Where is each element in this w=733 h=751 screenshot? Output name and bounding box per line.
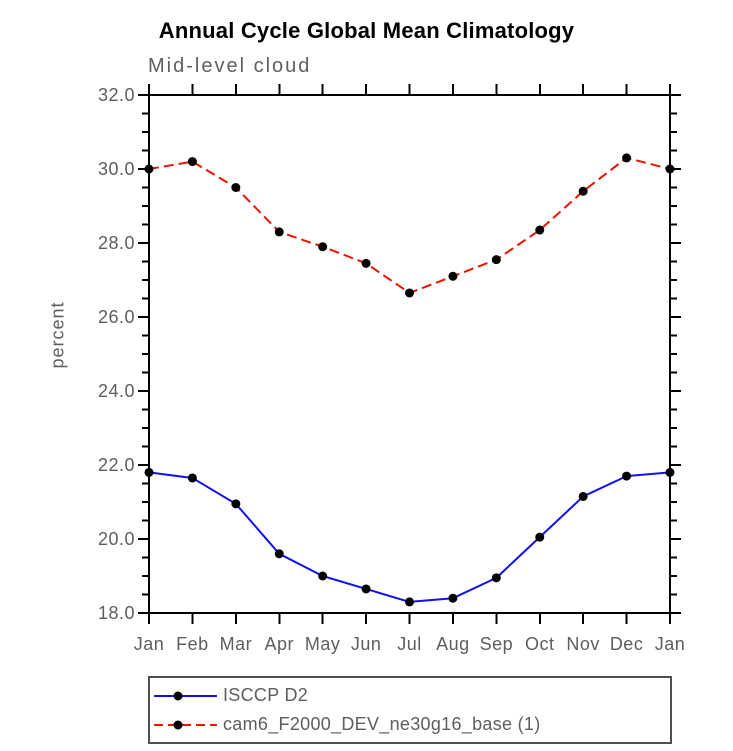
svg-text:May: May (305, 634, 341, 654)
chart-title: Annual Cycle Global Mean Climatology (158, 18, 575, 43)
svg-text:Mar: Mar (220, 634, 253, 654)
svg-text:Jun: Jun (351, 634, 382, 654)
legend-line-sample-dashed (154, 720, 217, 729)
svg-text:Feb: Feb (176, 634, 209, 654)
chart-subtitle: Mid-level cloud (148, 55, 312, 77)
svg-text:Sep: Sep (480, 634, 514, 654)
svg-text:20.0: 20.0 (98, 529, 135, 549)
svg-text:26.0: 26.0 (98, 307, 135, 327)
svg-text:Jan: Jan (134, 634, 165, 654)
svg-text:Jan: Jan (655, 634, 686, 654)
svg-text:Apr: Apr (264, 634, 294, 654)
legend-item-isccp: ISCCP D2 (152, 684, 670, 708)
svg-text:Nov: Nov (566, 634, 600, 654)
svg-text:Oct: Oct (525, 634, 555, 654)
legend-label-isccp: ISCCP D2 (223, 685, 309, 705)
svg-text:Jul: Jul (397, 634, 422, 654)
legend-line-sample-solid (154, 691, 217, 700)
svg-text:18.0: 18.0 (98, 603, 135, 623)
svg-text:Aug: Aug (436, 634, 470, 654)
svg-text:Dec: Dec (610, 634, 644, 654)
svg-text:24.0: 24.0 (98, 381, 135, 401)
svg-text:28.0: 28.0 (98, 233, 135, 253)
legend: ISCCP D2 cam6_F2000_DEV_ne30g16_base (1) (148, 676, 672, 744)
svg-text:22.0: 22.0 (98, 455, 135, 475)
svg-text:32.0: 32.0 (98, 85, 135, 105)
legend-label-cam6: cam6_F2000_DEV_ne30g16_base (1) (223, 714, 541, 734)
svg-text:30.0: 30.0 (98, 159, 135, 179)
legend-item-cam6: cam6_F2000_DEV_ne30g16_base (1) (152, 713, 670, 737)
